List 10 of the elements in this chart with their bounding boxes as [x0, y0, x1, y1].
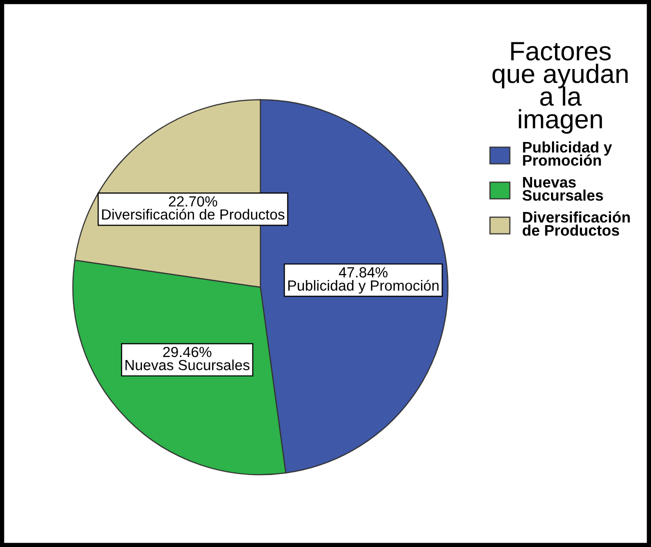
data-label: 29.46% — [163, 346, 212, 358]
data-label: 22.70% — [168, 196, 218, 207]
slice-label: Diversificación de Productos — [102, 208, 284, 220]
legend-label: Diversificación de Productos — [522, 211, 630, 236]
data-label: 47.84% — [338, 267, 388, 278]
slice-label: Publicidad y Promoción — [288, 280, 439, 294]
slice-label: Nuevas Sucursales — [126, 360, 250, 370]
legend-label: Nuevas Sucursales — [522, 176, 603, 201]
legend-title: Factores que ayudan a la imagen — [492, 42, 628, 134]
legend-label: Publicidad y Promoción — [523, 141, 612, 166]
